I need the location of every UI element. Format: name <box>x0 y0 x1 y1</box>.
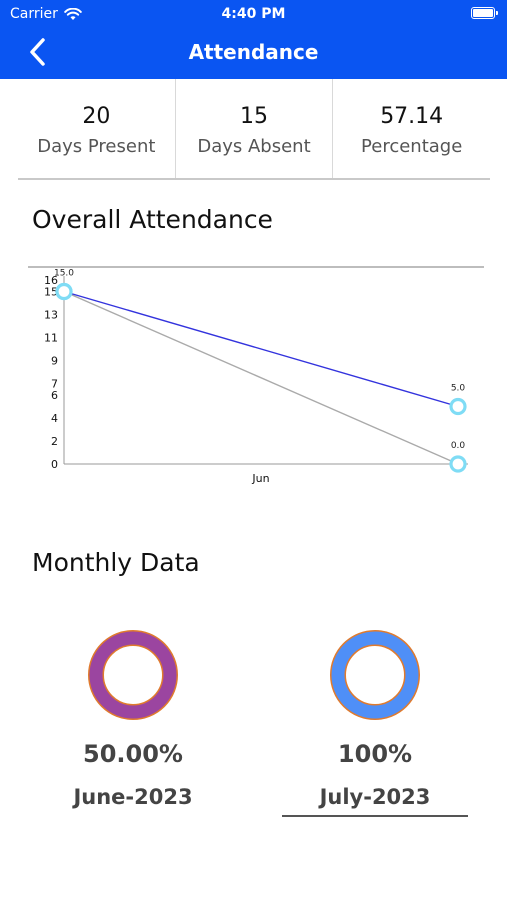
month-label: June-2023 <box>73 785 193 809</box>
data-label: 5.0 <box>451 384 466 394</box>
series-line <box>63 290 459 408</box>
chevron-left-icon <box>30 38 45 66</box>
stat-label: Percentage <box>361 136 463 157</box>
x-tick-label: Jun <box>251 472 269 485</box>
y-tick-label: 13 <box>44 309 58 322</box>
navigation-header: Carrier 4:40 PM Attendance <box>0 0 507 79</box>
donut-chart <box>330 630 420 720</box>
data-label: 15.0 <box>54 269 74 279</box>
stat-days-absent: 15 Days Absent <box>174 79 333 178</box>
attendance-summary: 20 Days Present 15 Days Absent 57.14 Per… <box>18 79 490 180</box>
y-tick-label: 0 <box>51 458 58 471</box>
y-tick-label: 11 <box>44 332 58 345</box>
data-point <box>449 455 467 473</box>
stat-value: 15 <box>240 104 268 129</box>
battery-icon <box>471 7 498 19</box>
clock: 4:40 PM <box>221 6 286 22</box>
data-point <box>55 282 73 301</box>
month-percent: 50.00% <box>83 740 183 768</box>
stat-value: 20 <box>82 104 111 129</box>
y-tick-label: 6 <box>51 389 58 402</box>
y-tick-label: 16 <box>44 274 58 287</box>
monthly-data-title: Monthly Data <box>32 548 200 577</box>
data-label: 0.0 <box>451 441 466 451</box>
back-button[interactable] <box>24 34 54 70</box>
month-card-july[interactable]: 100% July-2023 <box>275 630 475 820</box>
status-bar: Carrier 4:40 PM <box>0 0 507 28</box>
wifi-icon <box>64 7 82 20</box>
donut-chart <box>88 630 178 720</box>
donut-ring <box>89 631 177 719</box>
stat-percentage: 57.14 Percentage <box>332 79 490 178</box>
selected-month-underline <box>282 815 468 817</box>
page-title: Attendance <box>188 40 319 64</box>
chart-divider <box>28 266 484 268</box>
nav-bar: Attendance <box>0 32 507 72</box>
month-label: July-2023 <box>319 785 431 809</box>
y-tick-label: 15 <box>44 286 58 299</box>
overall-attendance-title: Overall Attendance <box>32 205 273 234</box>
month-card-june[interactable]: 50.00% June-2023 <box>33 630 233 820</box>
y-tick-label: 4 <box>51 412 58 425</box>
carrier-info: Carrier <box>10 6 82 22</box>
y-tick-label: 9 <box>51 355 58 368</box>
stat-value: 57.14 <box>380 104 444 129</box>
data-point <box>449 397 467 416</box>
y-tick-label: 7 <box>51 378 58 391</box>
stat-days-present: 20 Days Present <box>18 79 175 178</box>
donut-ring <box>331 631 419 719</box>
month-percent: 100% <box>337 740 413 768</box>
stat-label: Days Absent <box>197 136 311 157</box>
stat-label: Days Present <box>37 136 156 157</box>
series-line <box>63 290 459 465</box>
carrier-label: Carrier <box>10 6 58 22</box>
y-tick-label: 2 <box>51 435 58 448</box>
